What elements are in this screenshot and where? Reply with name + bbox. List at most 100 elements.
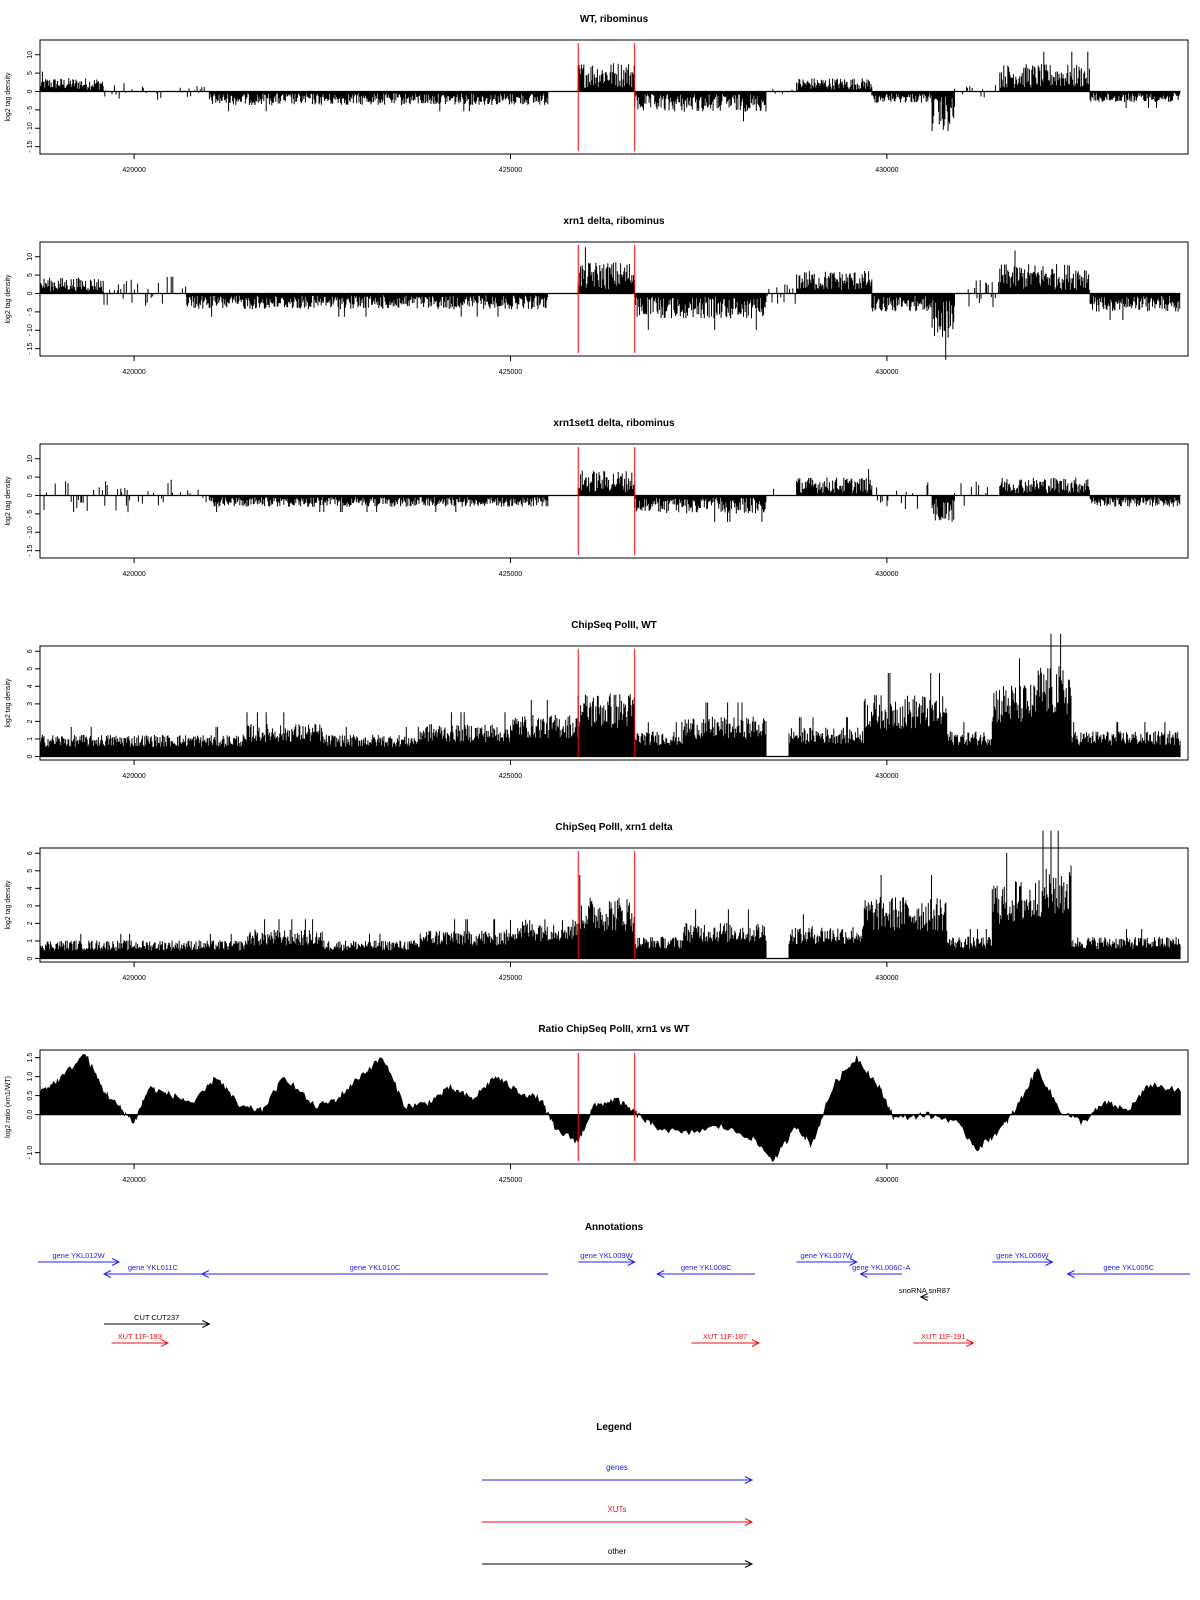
track-panel-5: ChipSeq PolII, xrn1 delta 0 1 2 3 4 5 6 log2 tag…	[5, 822, 1189, 982]
y-tick-label: - 1.0	[27, 1145, 34, 1159]
annotation-label: XUT 11F-187	[703, 1332, 747, 1341]
y-tick-label: 0	[27, 754, 34, 758]
y-tick-label: 0	[27, 89, 34, 93]
annotation-label: gene YKL011C	[128, 1263, 179, 1272]
signal-trace	[39, 1053, 1181, 1163]
y-tick-label: 1.5	[27, 1053, 34, 1063]
ratio-area	[39, 1053, 1181, 1163]
track-panel-1: WT, ribominus 10 5 0 - 5 - 10 - 15 log2 tag den…	[5, 14, 1189, 174]
panel-title: ChipSeq PolII, xrn1 delta	[555, 822, 673, 833]
arrow-head-icon	[1066, 1270, 1075, 1278]
y-axis-label: log2 tag density	[5, 274, 12, 324]
x-tick-label: 420000	[122, 369, 145, 376]
signal-trace	[39, 633, 1181, 757]
panel-title: WT, ribominus	[580, 14, 649, 25]
y-tick-label: - 15	[27, 343, 34, 355]
arrow-head-icon	[111, 1258, 121, 1266]
x-tick-label: 430000	[875, 1177, 898, 1184]
x-tick-label: 420000	[122, 773, 145, 780]
annotation-label: gene YKL012W	[52, 1251, 105, 1260]
panel-frame	[39, 39, 1189, 155]
x-tick-label: 430000	[875, 571, 898, 578]
arrow-head-icon	[160, 1339, 170, 1347]
x-tick-label: 425000	[499, 1177, 522, 1184]
annotation-label: gene YKL008C	[681, 1263, 732, 1272]
legend-item-gene: genes	[482, 1463, 754, 1484]
legend-title: Legend	[596, 1422, 632, 1433]
annotation-gene-ykl009w: gene YKL009W	[578, 1251, 636, 1266]
arrow-head-icon	[627, 1258, 636, 1266]
y-tick-label: 4	[27, 684, 34, 688]
arrow-head-icon	[744, 1518, 754, 1526]
legend-label: XUTs	[607, 1505, 626, 1514]
y-tick-label: 3	[27, 904, 34, 908]
legend-label: genes	[606, 1463, 628, 1472]
arrow-head-icon	[200, 1270, 210, 1278]
annotations-section: Annotations gene YKL012W gene YKL011C gene…	[38, 1222, 1190, 1347]
annotation-gene-ykl006c-a: gene YKL006C-A	[852, 1263, 910, 1278]
annotation-xut-11f-183: XUT 11F-183	[111, 1332, 170, 1347]
y-tick-label: 10	[27, 51, 34, 59]
x-tick-label: 425000	[499, 167, 522, 174]
annotation-xut-11f-191: XUT 11F-191	[913, 1332, 975, 1347]
annotation-label: gene YKL010C	[350, 1263, 401, 1272]
arrow-head-icon	[744, 1560, 754, 1568]
y-axis-label: log2 tag density	[5, 678, 12, 728]
y-tick-label: 0	[27, 956, 34, 960]
annotation-cut-cut237: CUT CUT237	[103, 1313, 211, 1328]
y-tick-label: 1	[27, 939, 34, 943]
y-tick-label: 6	[27, 649, 34, 653]
legend-section: Legend genes XUTs other	[482, 1422, 754, 1568]
y-axis-label: log2 tag density	[5, 880, 12, 930]
x-tick-label: 420000	[122, 975, 145, 982]
signal-bars	[43, 469, 1181, 522]
y-tick-label: - 5	[27, 510, 34, 518]
panel-frame	[39, 241, 1189, 357]
annotation-snorna-snr87: snoRNA snR87	[899, 1286, 950, 1301]
x-tick-label: 425000	[499, 369, 522, 376]
signal-bars	[39, 51, 1181, 131]
track-panel-2: xrn1 delta, ribominus 10 5 0 - 5 - 10 - 15 log2…	[5, 216, 1189, 376]
panel-title: xrn1 delta, ribominus	[563, 216, 665, 227]
y-tick-label: 6	[27, 851, 34, 855]
annotation-label: gene YKL006C-A	[852, 1263, 910, 1272]
legend-label: other	[608, 1547, 627, 1556]
y-tick-label: - 10	[27, 122, 34, 134]
signal-trace	[43, 469, 1181, 522]
x-tick-label: 420000	[122, 1177, 145, 1184]
arrow-head-icon	[744, 1476, 754, 1484]
annotation-gene-ykl011c: gene YKL011C	[102, 1263, 202, 1278]
y-tick-label: 5	[27, 475, 34, 479]
annotation-xut-11f-187: XUT 11F-187	[691, 1332, 761, 1347]
x-tick-label: 420000	[122, 571, 145, 578]
annotation-label: XUT 11F-191	[921, 1332, 965, 1341]
annotation-gene-ykl010c: gene YKL010C	[200, 1263, 549, 1278]
y-tick-label: 1	[27, 737, 34, 741]
arrow-head-icon	[859, 1270, 868, 1278]
y-tick-label: 2	[27, 921, 34, 925]
legend-item-xut: XUTs	[482, 1505, 754, 1526]
y-tick-label: - 5	[27, 308, 34, 316]
signal-bars	[39, 830, 1181, 959]
annotation-gene-ykl008c: gene YKL008C	[656, 1263, 756, 1278]
arrow-head-icon	[849, 1258, 858, 1266]
arrow-head-icon	[966, 1339, 975, 1347]
arrow-head-icon	[1045, 1258, 1054, 1266]
annotation-gene-ykl006w: gene YKL006W	[992, 1251, 1054, 1266]
y-tick-label: 0	[27, 291, 34, 295]
y-tick-label: 0	[27, 493, 34, 497]
legend-item-other: other	[482, 1547, 754, 1568]
y-tick-label: 0.5	[27, 1091, 34, 1101]
y-tick-label: 5	[27, 273, 34, 277]
annotations-title: Annotations	[585, 1222, 644, 1233]
panel-title: Ratio ChipSeq PolII, xrn1 vs WT	[538, 1024, 689, 1035]
y-axis-label: log2 tag density	[5, 476, 12, 526]
x-tick-label: 430000	[875, 975, 898, 982]
x-tick-label: 425000	[499, 571, 522, 578]
y-tick-label: - 10	[27, 526, 34, 538]
y-tick-label: 5	[27, 71, 34, 75]
signal-bars	[39, 247, 1181, 360]
signal-trace	[39, 51, 1181, 131]
arrow-head-icon	[751, 1339, 761, 1347]
